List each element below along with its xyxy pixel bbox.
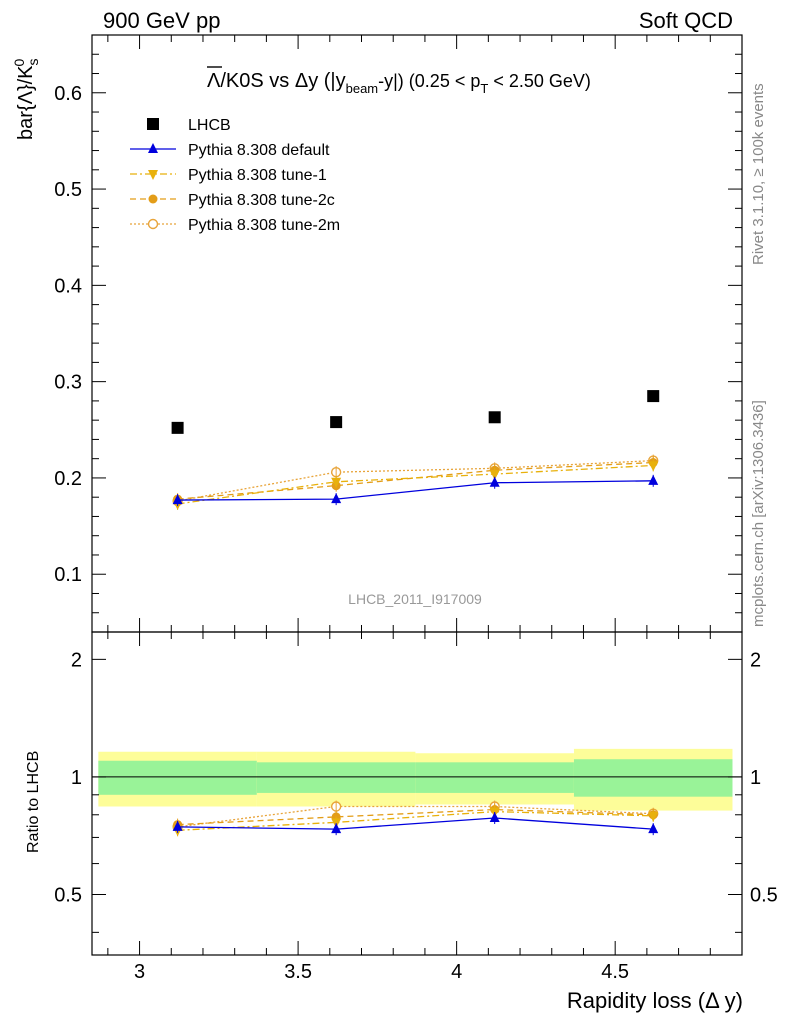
series-line-main xyxy=(177,480,654,501)
y-tick-label: 0.2 xyxy=(54,468,82,490)
band-stat-1 xyxy=(256,762,416,793)
ratio-tick-label-right: 0.5 xyxy=(750,885,778,907)
legend: LHCB Pythia 8.308 default Pythia 8.308 tun… xyxy=(130,117,340,234)
ratio-axis-label: Ratio to LHCB xyxy=(25,751,42,853)
watermark: LHCB_2011_I917009 xyxy=(348,591,482,607)
title-sub-beam: beam xyxy=(346,81,379,96)
title-mid: -y|) (0.25 < p xyxy=(378,71,480,91)
y-axis-label-sup: 0 xyxy=(11,58,27,66)
x-tick-label: 4.5 xyxy=(601,961,629,983)
series-layer xyxy=(172,454,659,837)
axis-tick-labels: 3 3.5 4 4.5 0.1 0.2 0.3 0.4 0.5 0.6 0.5 0.5 1 1 2 2 xyxy=(54,83,778,983)
lhcb-data-point xyxy=(330,416,343,429)
title-sub-t: T xyxy=(480,81,488,96)
ratio-tick-label-left: 0.5 xyxy=(54,885,82,907)
ratio-uncertainty-bands xyxy=(92,748,742,811)
series-line-ratio xyxy=(177,810,654,831)
band-stat-0 xyxy=(98,760,257,795)
y-tick-label: 0.6 xyxy=(54,83,82,105)
header-right: Soft QCD xyxy=(639,8,733,33)
y-tick-label: 0.3 xyxy=(54,372,82,394)
legend-label: LHCB xyxy=(188,117,231,134)
title-end: < 2.50 GeV) xyxy=(488,71,591,91)
series-line-ratio xyxy=(177,817,654,830)
legend-label: Pythia 8.308 tune-2c xyxy=(188,192,335,209)
y-tick-label: 0.1 xyxy=(54,564,82,586)
series-line-main xyxy=(177,461,654,500)
chart-title: Λ/K0S vs Δy (|ybeam-y|) (0.25 < pT < 2.5… xyxy=(207,70,591,96)
series-line-main xyxy=(177,459,654,502)
mcplots-label: mcplots.cern.ch [arXiv:1306.3436] xyxy=(750,400,767,627)
lhcb-data-point xyxy=(647,390,660,403)
band-stat-2 xyxy=(415,762,574,793)
rivet-label: Rivet 3.1.10, ≥ 100k events xyxy=(750,83,767,265)
header-left: 900 GeV pp xyxy=(103,8,220,33)
x-tick-label: 4 xyxy=(451,961,462,983)
legend-label: Pythia 8.308 tune-2m xyxy=(188,217,340,234)
ratio-tick-label-left: 2 xyxy=(71,649,82,671)
x-axis-label: Rapidity loss (Δ y) xyxy=(567,988,743,1013)
title-main: Λ/K0S vs Δy (|y xyxy=(207,70,346,92)
legend-marker xyxy=(148,170,158,180)
data-points-layer xyxy=(171,390,660,434)
y-axis-label-sub: s xyxy=(25,58,41,65)
band-stat-3 xyxy=(573,759,733,797)
y-tick-label: 0.5 xyxy=(54,179,82,201)
y-tick-label: 0.4 xyxy=(54,275,82,297)
legend-label: Pythia 8.308 tune-1 xyxy=(188,167,327,184)
legend-marker xyxy=(147,218,159,230)
lhcb-data-point xyxy=(171,421,184,434)
x-tick-label: 3 xyxy=(134,961,145,983)
y-axis-label: bar{Λ}/Ks0 xyxy=(11,58,41,140)
series-line-ratio xyxy=(177,805,654,828)
ratio-tick-label-left: 1 xyxy=(71,767,82,789)
lhcb-data-point xyxy=(488,411,501,424)
legend-marker xyxy=(148,143,158,153)
ratio-plot-frame xyxy=(91,631,743,956)
y-axis-label-main: bar{Λ}/K xyxy=(15,65,37,140)
x-tick-label: 3.5 xyxy=(284,961,312,983)
legend-marker xyxy=(148,194,158,204)
plot-frames xyxy=(91,34,743,956)
ratio-tick-label-right: 2 xyxy=(750,649,761,671)
legend-marker xyxy=(147,118,159,130)
axis-ticks xyxy=(92,34,743,955)
series-line-main xyxy=(177,464,654,505)
ratio-tick-label-right: 1 xyxy=(750,767,761,789)
legend-label: Pythia 8.308 default xyxy=(188,142,330,159)
